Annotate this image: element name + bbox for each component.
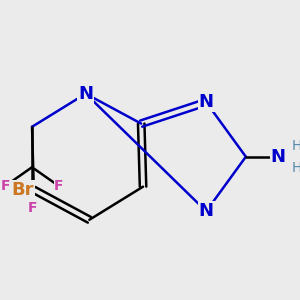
Text: H: H xyxy=(292,139,300,153)
Text: N: N xyxy=(271,148,286,166)
Text: N: N xyxy=(199,202,214,220)
Text: F: F xyxy=(27,201,37,215)
Text: N: N xyxy=(78,85,93,103)
Text: H: H xyxy=(292,160,300,175)
Text: Br: Br xyxy=(11,181,34,199)
Text: N: N xyxy=(199,93,214,111)
Text: F: F xyxy=(0,179,10,193)
Text: F: F xyxy=(54,179,64,193)
